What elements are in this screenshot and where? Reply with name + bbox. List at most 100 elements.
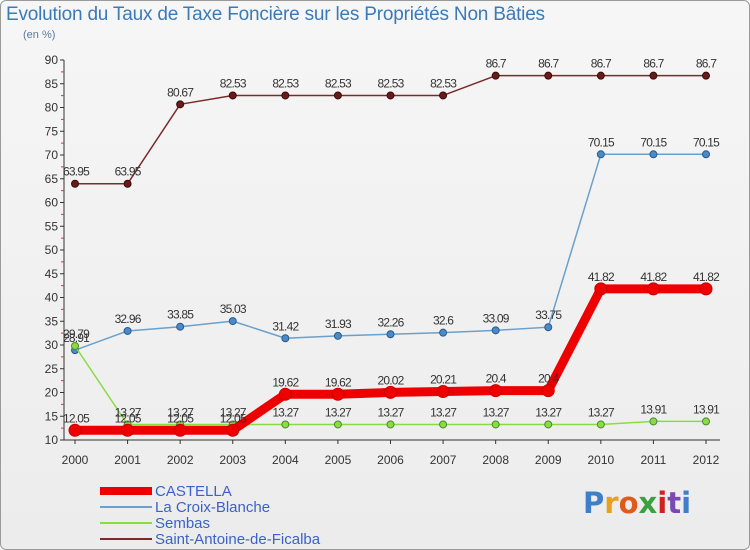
data-label-sembas: 13.27 — [535, 405, 562, 419]
data-point-saint-antoine-de-ficalba — [649, 71, 658, 80]
data-label-saint-antoine-de-ficalba: 86.7 — [591, 57, 612, 71]
data-label-sembas: 13.27 — [325, 405, 352, 419]
data-label-saint-antoine-de-ficalba: 86.7 — [538, 57, 559, 71]
data-point-sembas — [386, 420, 395, 429]
data-label-saint-antoine-de-ficalba: 86.7 — [696, 57, 717, 71]
logo-letter: o — [618, 486, 639, 520]
data-point-castella — [384, 385, 397, 399]
data-label-castella: 12.05 — [63, 411, 90, 425]
proxiti-logo: Proxiti — [583, 486, 691, 520]
y-tick-label: 70 — [45, 148, 59, 162]
data-label-la-croix-blanche: 33.85 — [167, 308, 194, 322]
data-point-saint-antoine-de-ficalba — [596, 71, 605, 80]
data-point-sembas — [71, 341, 79, 350]
data-label-sembas: 13.27 — [272, 405, 299, 419]
y-tick-label: 85 — [45, 77, 59, 91]
chart-title: Evolution du Taux de Taxe Foncière sur l… — [6, 4, 545, 25]
x-tick-label: 2010 — [587, 453, 614, 467]
x-tick-label: 2007 — [430, 453, 457, 467]
data-point-sembas — [439, 420, 448, 429]
data-point-saint-antoine-de-ficalba — [71, 179, 79, 188]
legend-swatch-sembas — [100, 522, 152, 524]
data-point-la-croix-blanche — [702, 150, 710, 159]
data-label-la-croix-blanche: 33.09 — [483, 311, 510, 325]
data-label-sembas: 29.79 — [63, 327, 90, 341]
data-point-castella — [436, 385, 450, 399]
data-label-la-croix-blanche: 31.93 — [325, 317, 352, 331]
x-tick-label: 2009 — [535, 453, 562, 467]
data-point-castella — [121, 423, 135, 437]
data-label-saint-antoine-de-ficalba: 82.53 — [220, 76, 247, 90]
data-label-castella: 12.05 — [115, 411, 142, 425]
x-tick-label: 2002 — [167, 453, 194, 467]
data-label-sembas: 13.27 — [430, 405, 457, 419]
data-label-la-croix-blanche: 33.75 — [535, 308, 562, 322]
data-label-saint-antoine-de-ficalba: 63.95 — [115, 165, 142, 179]
y-tick-label: 45 — [45, 267, 59, 281]
data-point-saint-antoine-de-ficalba — [281, 91, 290, 100]
data-point-saint-antoine-de-ficalba — [439, 91, 448, 100]
data-label-saint-antoine-de-ficalba: 86.7 — [643, 57, 664, 71]
data-label-la-croix-blanche: 32.6 — [433, 314, 454, 328]
y-tick-label: 50 — [45, 243, 59, 257]
y-tick-label: 25 — [45, 362, 59, 376]
data-point-saint-antoine-de-ficalba — [386, 91, 395, 100]
chart-subtitle: (en %) — [23, 29, 56, 41]
data-point-sembas — [281, 420, 290, 429]
data-point-saint-antoine-de-ficalba — [333, 91, 342, 100]
data-label-saint-antoine-de-ficalba: 63.95 — [63, 165, 90, 179]
data-label-castella: 12.05 — [167, 411, 194, 425]
data-point-saint-antoine-de-ficalba — [228, 91, 237, 100]
data-label-castella: 20.4 — [486, 372, 507, 386]
data-point-castella — [173, 423, 187, 437]
data-point-castella — [331, 387, 345, 401]
data-point-la-croix-blanche — [596, 150, 605, 159]
legend-label-castella: CASTELLA — [155, 482, 232, 500]
data-label-sembas: 13.27 — [220, 405, 247, 419]
data-label-castella: 19.62 — [325, 375, 352, 389]
legend-label-saint-antoine-de-ficalba: Saint-Antoine-de-Ficalba — [155, 530, 321, 548]
data-label-castella: 20.02 — [377, 373, 404, 387]
data-label-sembas: 13.27 — [483, 405, 510, 419]
data-point-la-croix-blanche — [333, 331, 342, 340]
data-label-castella: 20.4 — [538, 372, 559, 386]
data-label-la-croix-blanche: 32.26 — [377, 315, 404, 329]
data-point-saint-antoine-de-ficalba — [176, 100, 185, 109]
y-tick-label: 10 — [45, 433, 59, 447]
data-point-la-croix-blanche — [176, 322, 185, 331]
y-tick-label: 30 — [45, 338, 59, 352]
data-point-castella — [68, 423, 82, 437]
y-tick-label: 40 — [45, 291, 59, 305]
x-tick-label: 2004 — [272, 453, 299, 467]
data-label-la-croix-blanche: 32.96 — [115, 312, 142, 326]
data-point-castella — [278, 387, 292, 401]
data-point-sembas — [596, 420, 605, 429]
y-tick-label: 80 — [45, 101, 59, 115]
data-point-castella — [226, 423, 240, 437]
data-label-la-croix-blanche: 70.15 — [693, 135, 720, 149]
data-point-castella — [646, 282, 660, 296]
data-point-sembas — [333, 420, 342, 429]
data-point-castella — [699, 282, 713, 296]
legend-item-la-croix-blanche: La Croix-Blanche — [100, 499, 320, 516]
data-point-sembas — [702, 417, 710, 426]
legend-swatch-la-croix-blanche — [100, 506, 152, 508]
data-point-castella — [541, 384, 555, 398]
legend: CASTELLA La Croix-Blanche Sembas Saint-A… — [100, 482, 321, 548]
data-point-castella — [594, 282, 608, 296]
logo-letter: i — [681, 486, 692, 520]
data-label-castella: 41.82 — [640, 270, 667, 284]
data-point-saint-antoine-de-ficalba — [123, 179, 132, 188]
data-label-saint-antoine-de-ficalba: 82.53 — [325, 76, 352, 90]
data-label-la-croix-blanche: 31.42 — [272, 319, 299, 333]
x-tick-label: 2001 — [114, 453, 141, 467]
x-tick-label: 2012 — [693, 453, 720, 467]
y-tick-label: 75 — [45, 124, 59, 138]
data-point-sembas — [544, 420, 553, 429]
logo-letter: P — [583, 486, 605, 520]
y-tick-label: 20 — [45, 386, 59, 400]
data-label-sembas: 13.91 — [693, 402, 720, 416]
data-point-sembas — [491, 420, 500, 429]
